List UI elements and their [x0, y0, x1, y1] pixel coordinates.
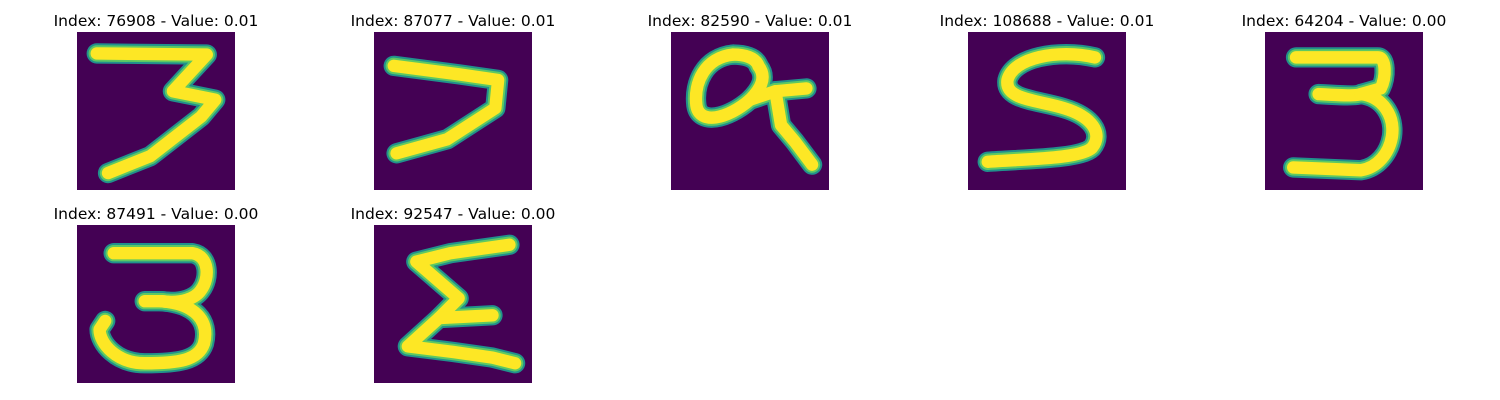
panel-title: Index: 87491 - Value: 0.00: [53, 205, 259, 223]
panel-title: Index: 92547 - Value: 0.00: [350, 205, 556, 223]
image-panel: Index: 82590 - Value: 0.01: [630, 10, 870, 195]
image-panel: Index: 108688 - Value: 0.01: [927, 10, 1167, 195]
digit-image: [374, 225, 532, 383]
digit-image: [77, 32, 235, 190]
digit-image: [1265, 32, 1423, 190]
digit-image: [968, 32, 1126, 190]
panel-title: Index: 82590 - Value: 0.01: [647, 12, 853, 30]
image-panel: Index: 76908 - Value: 0.01: [36, 10, 276, 195]
image-panel: Index: 87077 - Value: 0.01: [333, 10, 573, 195]
panel-title: Index: 64204 - Value: 0.00: [1241, 12, 1447, 30]
image-panel: Index: 87491 - Value: 0.00: [36, 203, 276, 388]
panel-title: Index: 108688 - Value: 0.01: [939, 12, 1155, 30]
image-panel: Index: 64204 - Value: 0.00: [1224, 10, 1464, 195]
digit-image: [77, 225, 235, 383]
digit-image: [374, 32, 532, 190]
image-panel: Index: 92547 - Value: 0.00: [333, 203, 573, 388]
panel-title: Index: 76908 - Value: 0.01: [53, 12, 259, 30]
digit-image: [671, 32, 829, 190]
panel-title: Index: 87077 - Value: 0.01: [350, 12, 556, 30]
